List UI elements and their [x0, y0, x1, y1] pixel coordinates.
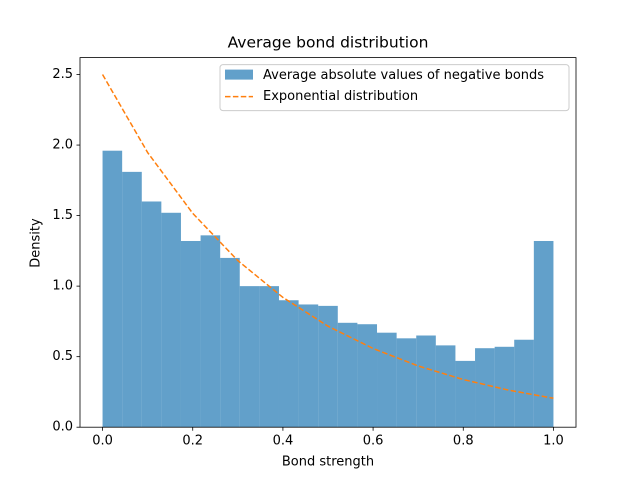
legend-box [219, 64, 570, 112]
bar [357, 324, 378, 428]
y-tick-label: 1.5 [52, 208, 73, 223]
x-tick-label: 0.4 [273, 434, 294, 449]
y-tick-label: 1.0 [52, 279, 73, 294]
bar [259, 286, 279, 428]
bar [141, 201, 162, 428]
chart-title: Average bond distribution [228, 34, 429, 52]
x-tick-label: 1.0 [543, 434, 564, 449]
x-tick-label: 0.8 [453, 434, 474, 449]
bar [122, 171, 142, 428]
bar [435, 345, 456, 428]
axes-frame [79, 57, 577, 428]
bar [220, 257, 240, 428]
x-tick-label: 0.2 [182, 434, 203, 449]
legend-label: Exponential distribution [263, 89, 418, 104]
bar [318, 305, 338, 428]
bar [514, 339, 534, 428]
bar [455, 360, 476, 428]
legend-swatch [225, 69, 253, 80]
y-axis-label: Density [29, 218, 44, 268]
bar [337, 322, 358, 428]
x-tick-label: 0.6 [363, 434, 384, 449]
x-axis-label: Bond strength [282, 455, 374, 470]
y-tick-label: 2.0 [52, 138, 73, 153]
y-tick-label: 2.5 [52, 67, 73, 82]
y-tick-label: 0.5 [52, 349, 73, 364]
legend-label: Average absolute values of negative bond… [263, 68, 544, 83]
bar [102, 150, 123, 428]
line [101, 74, 554, 400]
bar [494, 346, 515, 428]
bar [298, 304, 319, 428]
bar [533, 240, 554, 428]
bar [200, 235, 221, 428]
bar [180, 240, 201, 428]
bar [239, 286, 260, 428]
x-tick-label: 0.0 [92, 434, 113, 449]
bar [475, 348, 495, 428]
bar [278, 300, 299, 428]
bar [416, 335, 436, 428]
bar [161, 212, 181, 428]
bar [396, 338, 417, 428]
y-tick-label: 0.0 [52, 420, 73, 435]
bar [377, 332, 397, 428]
